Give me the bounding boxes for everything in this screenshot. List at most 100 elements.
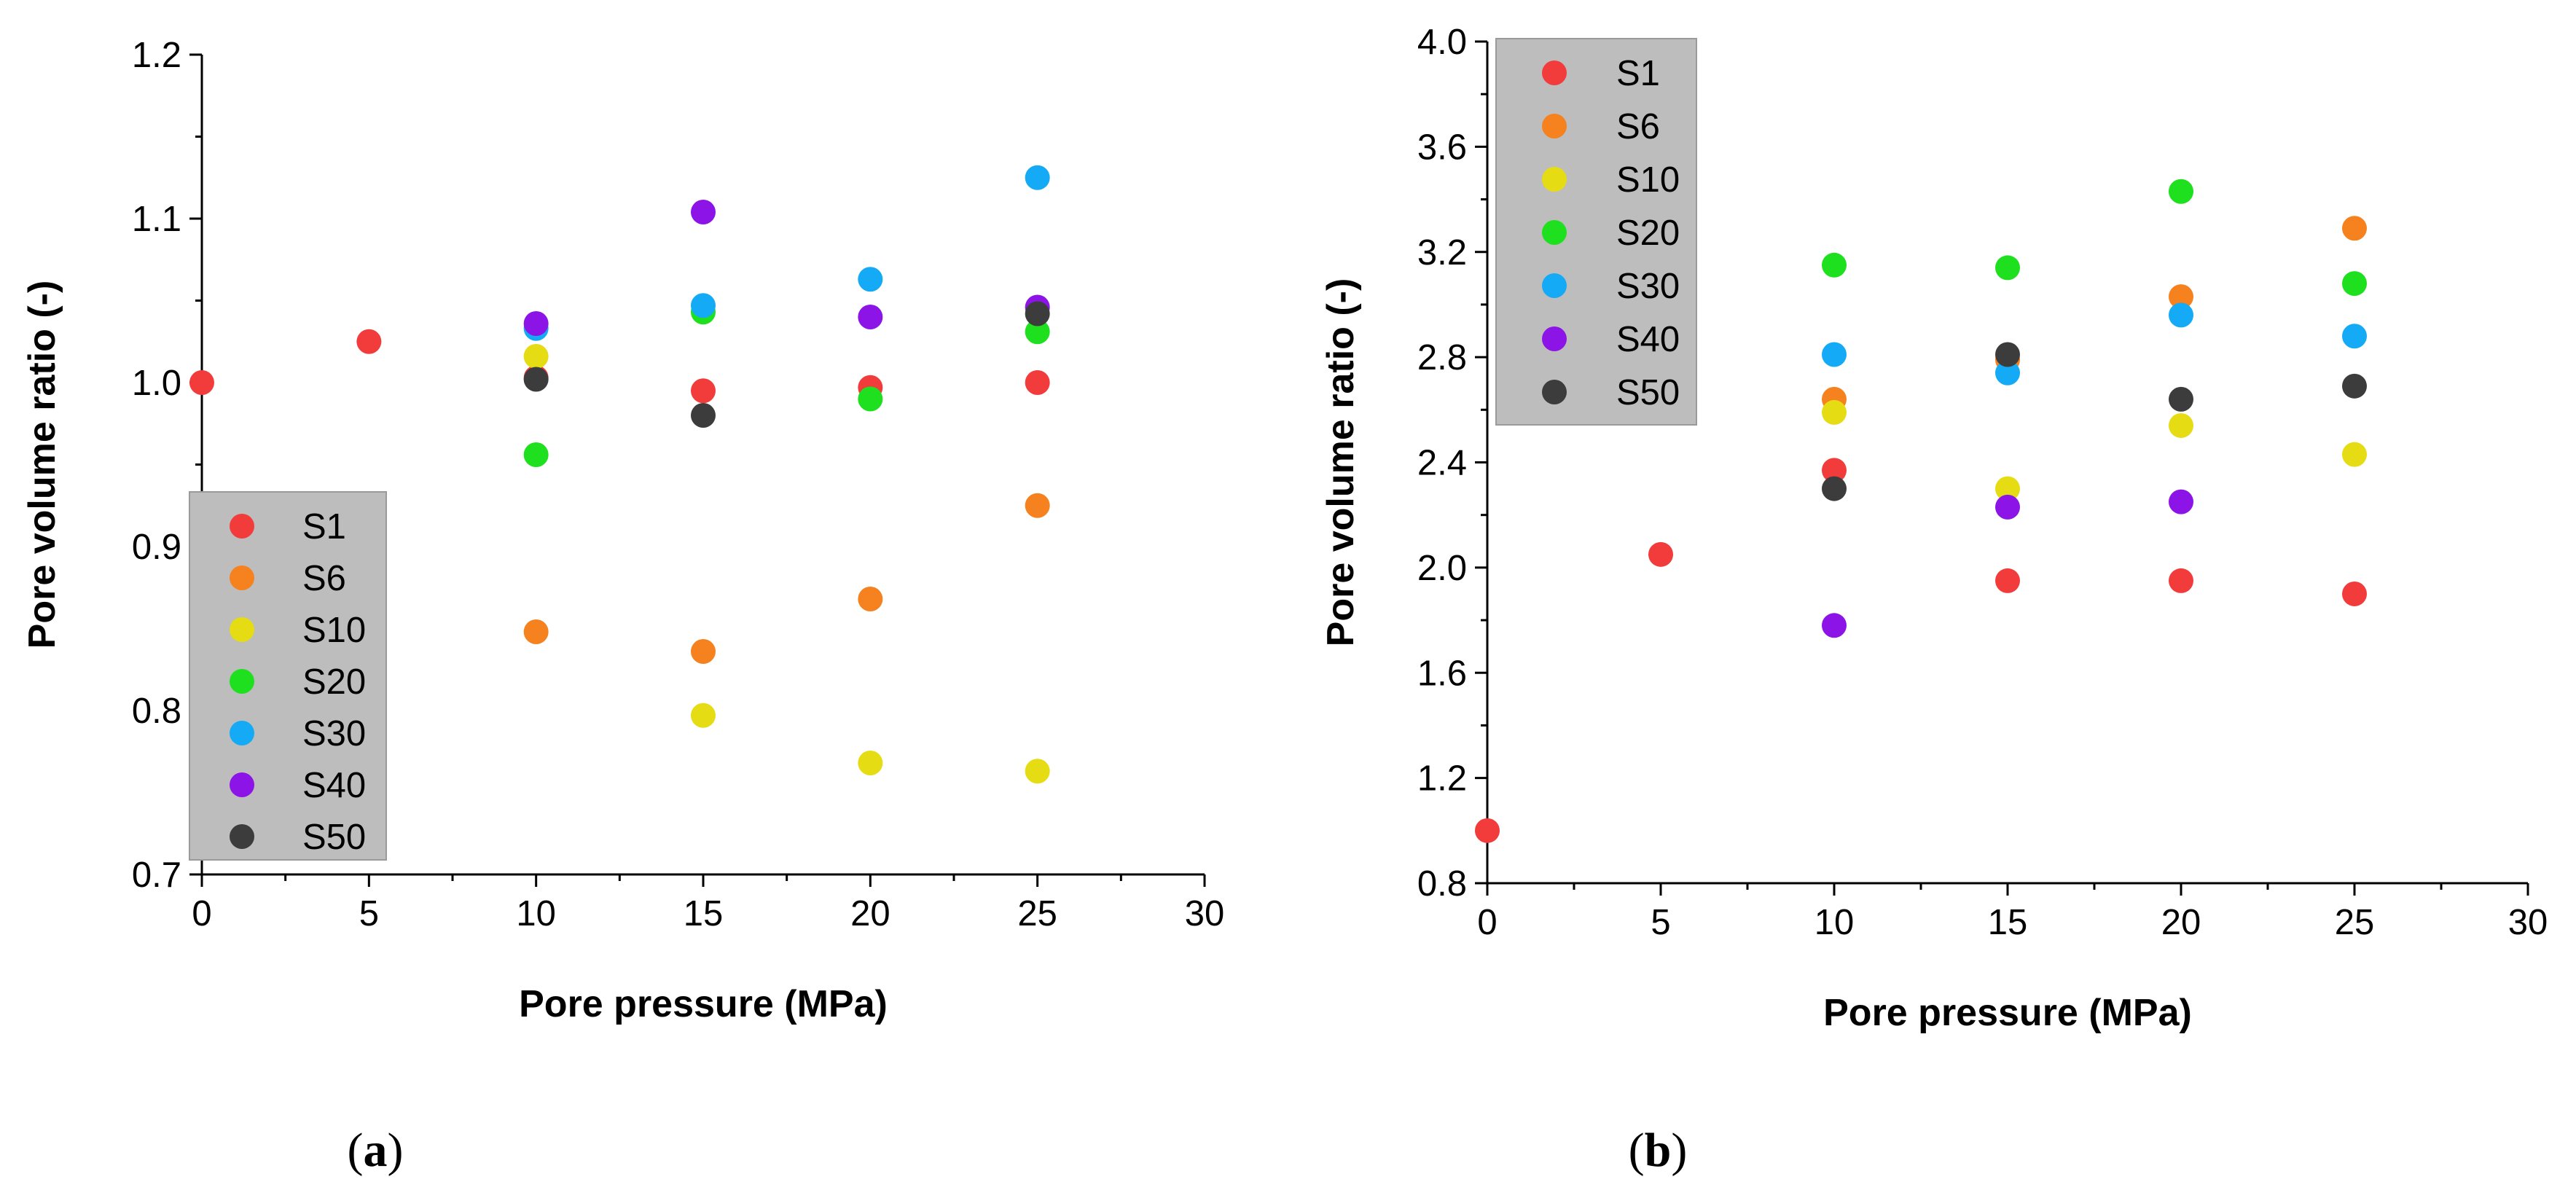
data-point-s1 [1025,370,1050,395]
x-tick-label: 5 [1651,903,1670,942]
data-point-s10 [523,344,549,369]
y-tick-label: 3.2 [1417,233,1467,273]
data-point-s40 [2169,489,2193,514]
legend-marker-s30 [1542,273,1567,298]
series-s6 [523,493,1050,664]
y-tick-label: 0.7 [132,856,181,895]
legend-label-s10: S10 [1616,160,1680,200]
y-tick-label: 3.6 [1417,128,1467,167]
x-tick-label: 10 [516,894,556,933]
data-point-s40 [691,200,716,224]
x-tick-label: 15 [684,894,724,933]
legend-marker-s20 [230,669,254,694]
legend-marker-s10 [1542,167,1567,192]
caption-letter: b [1645,1124,1672,1177]
data-point-s1 [2169,568,2193,593]
x-tick-label: 25 [2335,903,2375,942]
data-point-s20 [523,442,549,467]
legend-label-s20: S20 [1616,214,1680,253]
legend-marker-s1 [230,514,254,539]
y-tick-label: 2.0 [1417,549,1467,588]
legend-box [1495,38,1697,426]
data-point-s30 [2169,302,2193,328]
x-tick-label: 0 [1477,903,1497,942]
legend: S1 S6 S10 S20 S30 S40 S50 [1495,38,1697,426]
legend-label-s1: S1 [1616,54,1660,93]
legend-marker-s10 [230,617,254,642]
legend-marker-s40 [1542,326,1567,351]
legend-label-s6: S6 [1616,107,1660,146]
legend-label-s50: S50 [1616,373,1680,412]
y-tick-label: 1.2 [1417,759,1467,799]
y-tick-label: 1.1 [132,200,181,239]
data-point-s10 [1822,399,1847,425]
x-tick-label: 0 [192,894,211,933]
caption-paren-open: ( [1629,1124,1645,1177]
legend: S1 S6 S10 S20 S30 S40 S50 [189,491,387,861]
data-point-s30 [691,293,716,318]
series-s50 [1822,342,2367,501]
series-s50 [523,301,1050,428]
data-point-s1 [356,329,382,354]
series-s40 [1822,489,2193,638]
y-tick-label: 0.9 [132,528,181,567]
y-tick-label: 2.4 [1417,444,1467,483]
data-point-s1 [2342,581,2367,606]
y-tick-label: 2.8 [1417,338,1467,377]
data-point-s30 [1822,342,1847,367]
data-point-s50 [1995,342,2020,367]
legend-marker-s40 [230,772,254,797]
y-axis-title: Pore volume ratio (-) [21,281,63,649]
series-s10 [1822,399,2367,501]
legend-marker-s6 [1542,114,1567,138]
legend-label-s6: S6 [302,559,346,598]
data-point-s20 [858,386,883,412]
data-point-s6 [2169,284,2193,310]
data-point-s50 [2342,373,2367,399]
data-point-s40 [1995,494,2020,520]
data-point-s50 [2169,386,2193,412]
data-point-s1 [691,378,716,404]
caption-letter: a [364,1124,388,1177]
x-tick-label: 15 [1988,903,2028,942]
y-tick-label: 1.0 [132,364,181,403]
chart-a: 0 5 10 15 20 25 30 0.7 0.8 0.9 1.0 1.1 1.2 Pore press… [21,36,1224,1177]
data-point-s10 [2169,412,2193,438]
data-point-s50 [691,403,716,428]
y-axis-title: Pore volume ratio (-) [1320,278,1362,647]
legend-marker-s50 [1542,380,1567,404]
data-point-s30 [2342,324,2367,349]
x-tick-label: 30 [2508,903,2548,942]
data-point-s1 [189,370,214,395]
caption-paren-close: ) [388,1124,404,1177]
legend-label-s40: S40 [302,766,366,805]
y-tick-label: 0.8 [132,692,181,731]
data-point-s6 [858,587,883,611]
legend-label-s20: S20 [302,662,366,702]
subfigure-caption: (a) [348,1124,404,1177]
x-tick-label: 30 [1185,894,1225,933]
data-point-s50 [1822,476,1847,501]
legend-label-s50: S50 [302,818,366,857]
x-axis-title: Pore pressure (MPa) [1823,992,2192,1034]
series-s1 [1475,458,2367,843]
x-axis-title: Pore pressure (MPa) [519,983,888,1025]
data-point-s6 [2342,216,2367,241]
data-point-s40 [858,305,883,329]
legend-label-s10: S10 [302,611,366,650]
data-point-s20 [1995,255,2020,281]
data-point-s20 [2342,271,2367,297]
series-s20 [1822,179,2367,297]
data-point-s6 [1025,493,1050,518]
x-tick-label: 20 [850,894,890,933]
data-point-s50 [523,367,549,392]
data-point-s1 [1475,818,1500,843]
data-point-s20 [1822,252,1847,278]
legend-marker-s20 [1542,220,1567,245]
data-point-s10 [1025,759,1050,784]
data-point-s40 [1822,613,1847,638]
legend-label-s30: S30 [1616,267,1680,306]
data-point-s10 [858,751,883,775]
caption-paren-open: ( [348,1124,364,1177]
